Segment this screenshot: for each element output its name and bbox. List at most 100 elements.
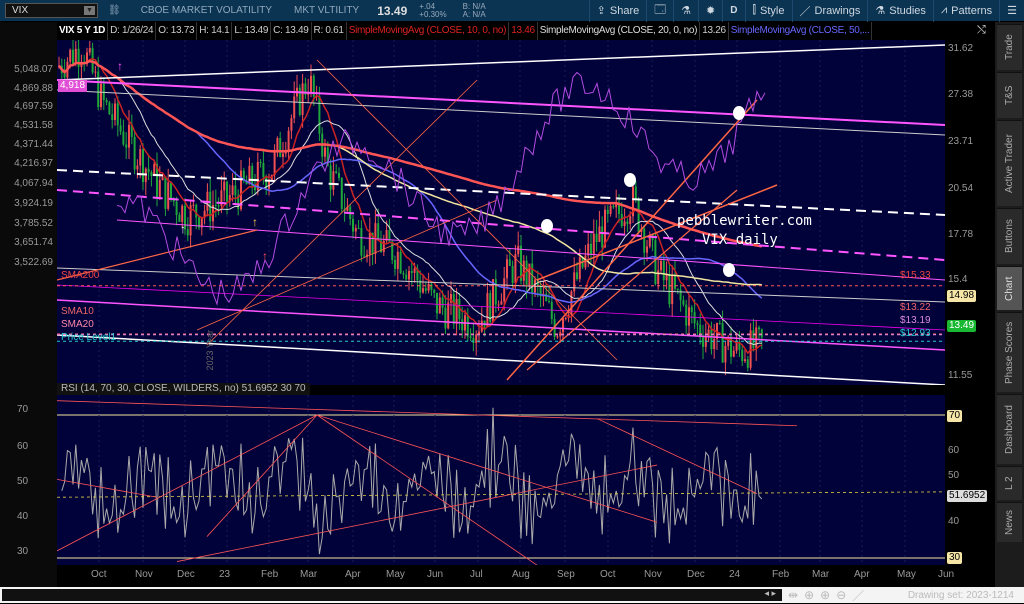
candle-body: [97, 71, 100, 108]
left-axis-label: 4,216.97: [14, 158, 53, 169]
x-axis-label: Feb: [772, 569, 790, 580]
side-tab-news[interactable]: News: [997, 502, 1022, 542]
candle-body: [214, 204, 217, 206]
candle-body: [318, 95, 321, 134]
share-icon: ⇪: [596, 5, 606, 17]
candle-body: [198, 217, 200, 228]
x-axis-label: Feb: [261, 569, 279, 580]
side-tab-buttons[interactable]: Buttons: [997, 208, 1022, 264]
rsi-trendline: [57, 400, 798, 427]
style-button[interactable]: ⫿ Style: [744, 0, 792, 22]
link-icon[interactable]: ⛓: [108, 5, 121, 16]
candle-body: [105, 100, 108, 103]
candle-body: [108, 102, 111, 115]
settings-button[interactable]: ✹: [698, 0, 722, 22]
left-axis: 5,048.07 4,869.88 4,697.59 4,531.58 4,371.44…: [0, 22, 57, 587]
candle-body: [676, 288, 679, 290]
candle-body: [273, 151, 276, 175]
candle-body: [517, 245, 520, 255]
flask-button[interactable]: ⚗: [673, 0, 698, 22]
candle-body: [290, 118, 293, 131]
collapse-icon[interactable]: ⤭: [977, 24, 986, 36]
candle-body: [195, 204, 198, 218]
candle-body: [648, 234, 651, 247]
candle-body: [128, 124, 130, 148]
candle-body: [539, 286, 542, 297]
candle-body: [116, 103, 119, 126]
chart-scrollbar[interactable]: ◂ ▸: [2, 588, 782, 601]
alert-button[interactable]: 🗔: [646, 0, 673, 22]
patterns-button[interactable]: ⩘ Patterns: [932, 0, 999, 22]
rsi-axis-label: 70: [17, 404, 29, 415]
candle-body: [338, 172, 340, 178]
candle-body: [559, 332, 562, 337]
rsi-trendline: [57, 414, 318, 552]
zoom-out-icon[interactable]: ⊖: [836, 588, 847, 602]
x-axis-label: Mar: [812, 569, 830, 580]
candle-body: [237, 195, 240, 210]
candle-body: [231, 185, 234, 196]
candle-body: [430, 283, 433, 290]
candle-body: [609, 205, 612, 214]
side-tab-dashboard[interactable]: Dashboard: [997, 394, 1022, 464]
sma10-study[interactable]: SimpleMovingAvg (CLOSE, 10, 0, no): [347, 22, 510, 40]
candle-body: [682, 300, 685, 305]
candle-body: [382, 240, 385, 253]
exchange: MKT VLTILITY: [294, 5, 360, 16]
rsi-trendline: [57, 478, 158, 498]
share-button[interactable]: ⇪ Share: [588, 0, 647, 22]
sma20-study[interactable]: SimpleMovingAvg (CLOSE, 20, 0, no): [538, 22, 701, 40]
rsi-study[interactable]: RSI (14, 70, 30, CLOSE, WILDERS, no): [61, 383, 239, 394]
side-tab-chart[interactable]: Chart: [997, 266, 1022, 310]
change: +.04 +0.30%: [419, 2, 446, 19]
candle-body: [671, 275, 674, 305]
pan-icon[interactable]: ⇹: [788, 588, 799, 602]
trendline: [526, 189, 738, 371]
menu-button[interactable]: ☰: [999, 0, 1024, 22]
trendline: [196, 199, 498, 331]
range: R: 0.61: [312, 22, 347, 40]
candle-body: [626, 221, 629, 224]
candle-body: [136, 165, 139, 170]
draw-line-icon[interactable]: ／: [852, 588, 865, 603]
side-tab-phase-scores[interactable]: Phase Scores: [997, 312, 1022, 392]
sma-price-tag: 14.98: [947, 290, 977, 302]
studies-button[interactable]: ⚗ Studies: [867, 0, 933, 22]
aggregation-button[interactable]: D: [722, 0, 744, 22]
candle-body: [402, 273, 405, 275]
candle-body: [259, 162, 262, 164]
candle-body: [436, 292, 438, 314]
x-axis-label: 23: [219, 569, 231, 580]
drawings-button[interactable]: ／ Drawings: [791, 0, 868, 22]
chart-title: VIX 5 Y 1D: [57, 22, 109, 40]
side-tab-trade[interactable]: Trade: [997, 24, 1022, 70]
candle-body: [679, 289, 682, 301]
candle-body: [713, 338, 716, 350]
side-tab-l-2[interactable]: L 2: [997, 466, 1022, 500]
side-tab-active-trader[interactable]: Active Trader: [997, 120, 1022, 206]
candle-body: [184, 205, 186, 230]
side-tab-t-s[interactable]: T&S: [997, 72, 1022, 118]
chevron-down-icon[interactable]: ▼: [84, 6, 95, 15]
sma50-study[interactable]: SimpleMovingAvg (CLOSE, 50,...: [729, 22, 873, 40]
rsi-right-label: 70: [947, 410, 963, 422]
candle-body: [167, 182, 170, 209]
candle-body: [564, 318, 567, 320]
drawing-set[interactable]: Drawing set: 2023-1214: [907, 589, 1014, 601]
candle-body: [654, 239, 657, 284]
candle-body: [674, 275, 676, 289]
scroll-arrows-icon[interactable]: ◂ ▸: [764, 588, 776, 598]
symbol-input[interactable]: VIX ▼: [5, 3, 98, 18]
zoom-in-icon[interactable]: ⊕: [820, 588, 831, 602]
rsi-line: [61, 407, 763, 555]
symbol-value: VIX: [12, 5, 29, 16]
crosshair-icon[interactable]: ⊕: [804, 588, 815, 602]
right-axis-label: 23.71: [948, 136, 974, 147]
rsi-panel[interactable]: 70 60 50 40 30: [17, 395, 945, 565]
candle-body: [699, 324, 702, 338]
aggregation-label: D: [730, 5, 738, 16]
price-chart[interactable]: ↑ ↑ ↑ ↑ 4,918 SMA200 SMA10 SMA20 Price Leve…: [57, 40, 945, 385]
candle-body: [455, 298, 458, 324]
right-axis-label: 27.38: [948, 89, 974, 100]
candle-body: [119, 125, 122, 132]
